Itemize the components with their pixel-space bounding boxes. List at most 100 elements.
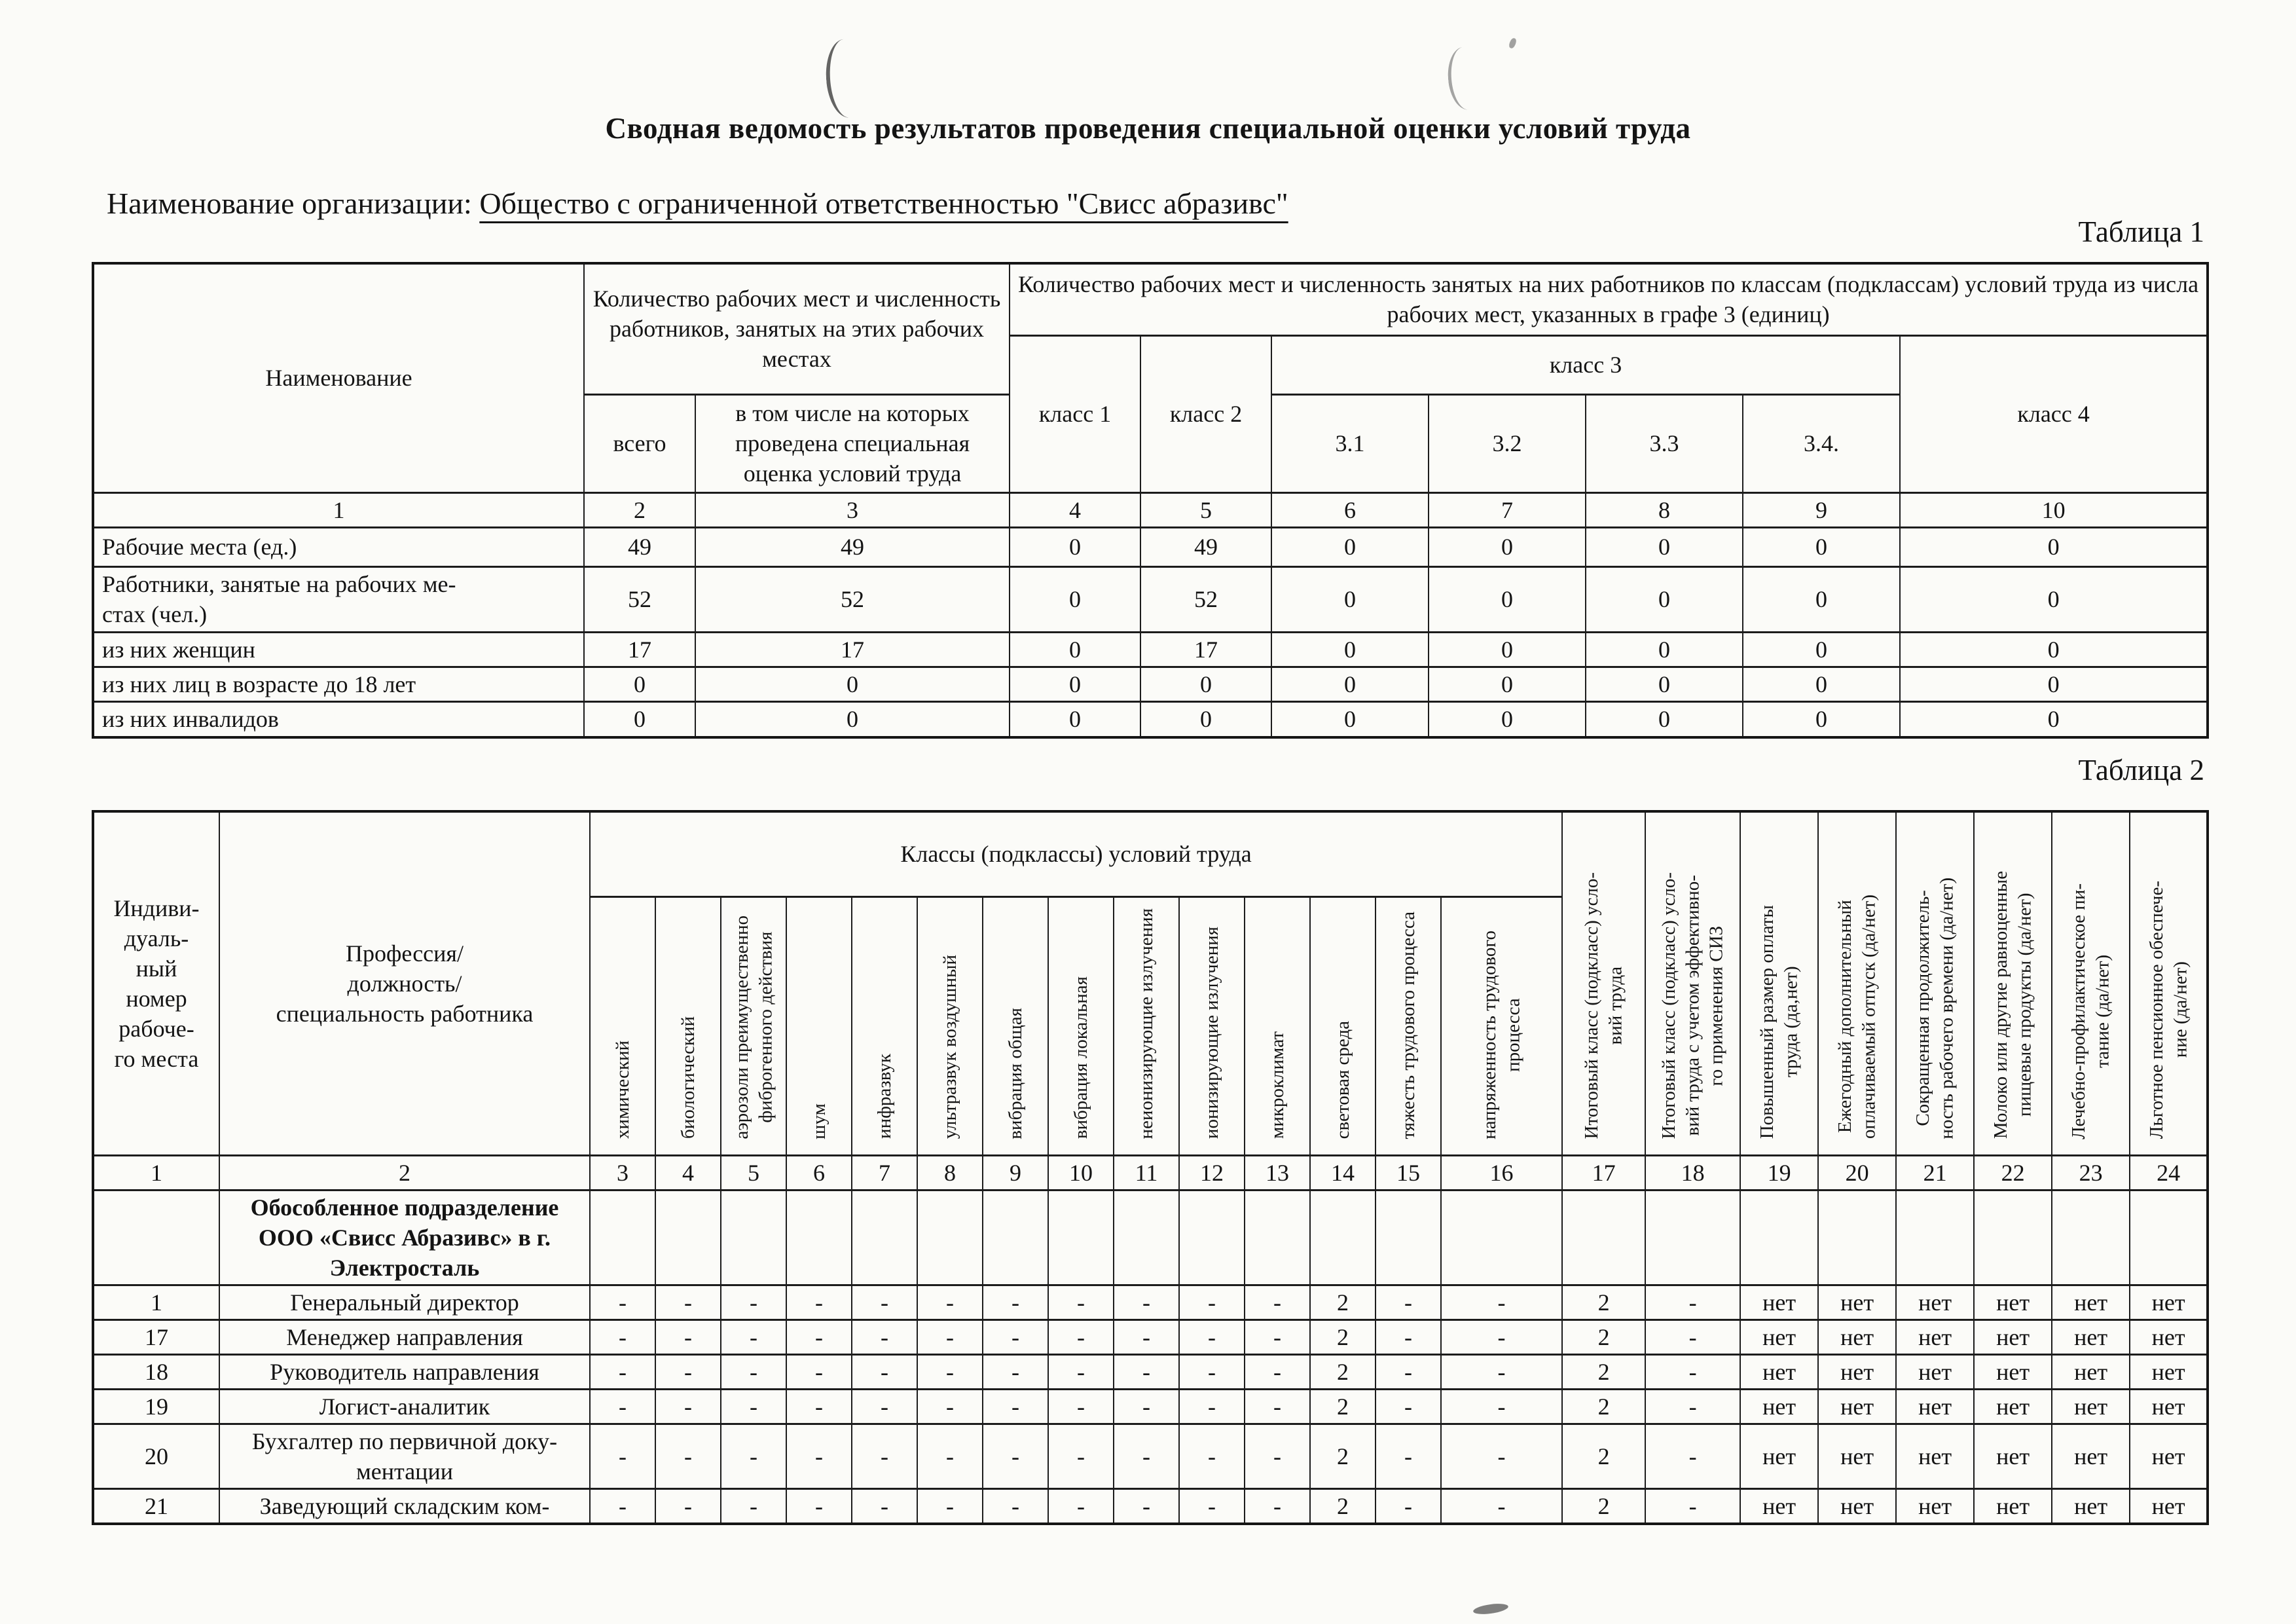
t1-colnum: 8 xyxy=(1585,491,1744,528)
t1-value: 0 xyxy=(1585,565,1744,633)
workplace-number: 19 xyxy=(92,1388,220,1426)
factor-value: - xyxy=(1113,1423,1180,1490)
t1-value: 0 xyxy=(1899,631,2209,668)
factor-value: - xyxy=(1244,1353,1311,1391)
factor-value: нет xyxy=(1973,1388,2053,1426)
t2-colnum: 5 xyxy=(720,1154,787,1191)
t2-header-ionizing: ионизирующие излучения xyxy=(1178,895,1245,1156)
factor-value: - xyxy=(1645,1488,1741,1525)
empty-cell xyxy=(1440,1189,1563,1286)
t1-value: 0 xyxy=(1428,700,1587,739)
empty-cell xyxy=(1309,1189,1376,1286)
empty-cell xyxy=(1645,1189,1741,1286)
t2-header-final-class-siz: Итоговый класс (подкласс) усло- вий труд… xyxy=(1645,810,1741,1156)
factor-value: - xyxy=(1440,1423,1563,1490)
factor-value: - xyxy=(982,1423,1049,1490)
factor-value: - xyxy=(786,1318,852,1356)
t1-value: 0 xyxy=(694,665,1011,703)
factor-value: нет xyxy=(2051,1318,2131,1356)
t2-header-workplace-number: Индиви- дуаль- ный номер рабоче- го мест… xyxy=(92,810,220,1156)
t2-section-row: Обособленное подразделение ООО «Свисс Аб… xyxy=(92,1189,2209,1286)
factor-value: - xyxy=(1440,1283,1563,1321)
factor-value: нет xyxy=(1895,1488,1975,1525)
t1-value: 0 xyxy=(1428,565,1587,633)
factor-value: нет xyxy=(1740,1283,1819,1321)
empty-cell xyxy=(1113,1189,1180,1286)
empty-cell xyxy=(1817,1189,1897,1286)
factor-value: нет xyxy=(1895,1353,1975,1391)
factor-value: - xyxy=(1113,1488,1180,1525)
empty-cell xyxy=(589,1189,656,1286)
t1-value: 0 xyxy=(583,700,696,739)
t2-header-noise: шум xyxy=(786,895,852,1156)
t1-value: 0 xyxy=(1899,565,2209,633)
factor-value: нет xyxy=(1740,1388,1819,1426)
t1-value: 17 xyxy=(694,631,1011,668)
factor-value: нет xyxy=(2129,1423,2209,1490)
t2-colnum: 24 xyxy=(2129,1154,2209,1191)
factor-value: нет xyxy=(2051,1353,2131,1391)
t1-value: 0 xyxy=(1009,665,1142,703)
factor-value: - xyxy=(1048,1488,1114,1525)
factor-value: нет xyxy=(2129,1488,2209,1525)
empty-cell xyxy=(1973,1189,2053,1286)
factor-value: - xyxy=(1244,1388,1311,1426)
factor-value: - xyxy=(1244,1488,1311,1525)
table-row: 1 Генеральный директор - - - - - - - - -… xyxy=(92,1283,2209,1321)
t2-colnum: 22 xyxy=(1973,1154,2053,1191)
factor-value: нет xyxy=(1895,1388,1975,1426)
factor-value: нет xyxy=(1973,1318,2053,1356)
factor-value: - xyxy=(720,1283,787,1321)
t2-colnum: 18 xyxy=(1645,1154,1741,1191)
t1-row-label: из них лиц в возрасте до 18 лет xyxy=(92,665,585,703)
factor-value: - xyxy=(1645,1388,1741,1426)
t2-colnum: 23 xyxy=(2051,1154,2131,1191)
t2-section-title: Обособленное подразделение ООО «Свисс Аб… xyxy=(219,1189,591,1286)
factor-value: - xyxy=(1178,1318,1245,1356)
t1-value: 0 xyxy=(694,700,1011,739)
t1-value: 17 xyxy=(583,631,696,668)
t1-header-sub32: 3.2 xyxy=(1428,393,1587,494)
table1-summary: Наименование Количество рабочих мест и ч… xyxy=(92,262,2210,739)
factor-value: - xyxy=(720,1318,787,1356)
t2-header-classes-group: Классы (подклассы) условий труда xyxy=(589,810,1563,898)
t2-header-final-class: Итоговый класс (подкласс) усло- вий труд… xyxy=(1561,810,1647,1156)
factor-value: - xyxy=(1244,1318,1311,1356)
t1-value: 0 xyxy=(1742,700,1901,739)
workplace-number: 17 xyxy=(92,1318,220,1356)
factor-value: - xyxy=(1113,1353,1180,1391)
factor-value: - xyxy=(1048,1423,1114,1490)
t1-value: 0 xyxy=(1742,665,1901,703)
t1-value: 0 xyxy=(1899,665,2209,703)
factor-value: - xyxy=(655,1388,721,1426)
factor-value: 2 xyxy=(1561,1388,1647,1426)
factor-value: нет xyxy=(1817,1318,1897,1356)
t2-header-milk: Молоко или другие равноценные пищевые пр… xyxy=(1973,810,2053,1156)
t1-row-label: Рабочие места (ед.) xyxy=(92,526,585,568)
factor-value: - xyxy=(1048,1388,1114,1426)
t1-header-sub34: 3.4. xyxy=(1742,393,1901,494)
workplace-number: 18 xyxy=(92,1353,220,1391)
t2-colnum: 13 xyxy=(1244,1154,1311,1191)
profession: Бухгалтер по первичной доку- ментации xyxy=(219,1423,591,1490)
t2-header-medical-nutrition: Лечебно-профилактическое пи- тание (да/н… xyxy=(2051,810,2131,1156)
t1-value: 0 xyxy=(1585,631,1744,668)
empty-cell xyxy=(786,1189,852,1286)
factor-value: - xyxy=(1375,1488,1442,1525)
t1-header-evaluated: в том числе на которых проведена специал… xyxy=(694,393,1011,494)
workplace-number: 21 xyxy=(92,1488,220,1525)
t2-colnum: 2 xyxy=(219,1154,591,1191)
empty-cell xyxy=(720,1189,787,1286)
t2-header-severity: тяжесть трудового процесса xyxy=(1375,895,1442,1156)
factor-value: - xyxy=(720,1488,787,1525)
organization-line: Наименование организации: Общество с огр… xyxy=(107,186,1288,221)
t2-colnum: 16 xyxy=(1440,1154,1563,1191)
factor-value: нет xyxy=(1895,1318,1975,1356)
profession: Логист-аналитик xyxy=(219,1388,591,1426)
t2-header-intensity: напряженность трудового процесса xyxy=(1440,895,1563,1156)
t2-header-reduced-hours: Сокращенная продолжитель- ность рабочего… xyxy=(1895,810,1975,1156)
factor-value: - xyxy=(1440,1388,1563,1426)
t1-colnum: 2 xyxy=(583,491,696,528)
t2-colnum: 3 xyxy=(589,1154,656,1191)
factor-value: - xyxy=(786,1488,852,1525)
